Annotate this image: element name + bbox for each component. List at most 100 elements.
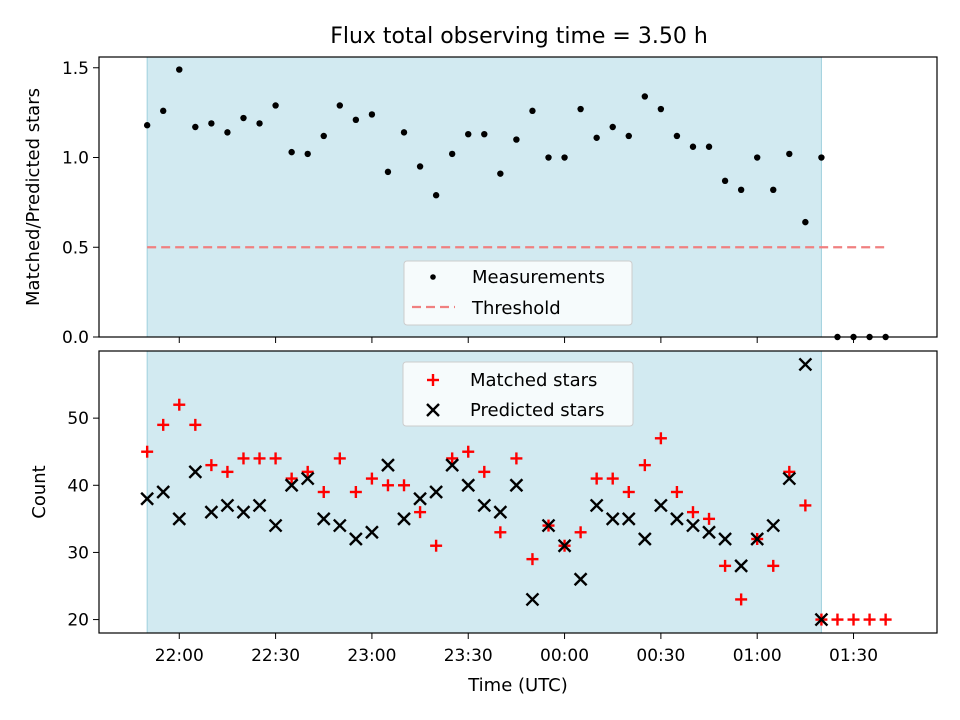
matched-star-point bbox=[189, 418, 202, 431]
predicted-star-point bbox=[686, 518, 700, 533]
measurement-point bbox=[689, 143, 697, 150]
measurement-point bbox=[609, 123, 616, 131]
measurement-point bbox=[497, 170, 504, 177]
matched-star-point bbox=[879, 613, 892, 626]
matched-star-point bbox=[381, 479, 394, 492]
matched-star-point bbox=[221, 465, 234, 478]
predicted-star-point bbox=[477, 498, 492, 513]
x-axis-label: Time (UTC) bbox=[467, 675, 568, 696]
predicted-star-point bbox=[557, 538, 572, 553]
measurement-point bbox=[657, 105, 665, 113]
measurement-point bbox=[400, 129, 408, 136]
predicted-star-point bbox=[637, 532, 652, 546]
predicted-star-point bbox=[284, 478, 299, 493]
matched-star-point bbox=[398, 479, 411, 492]
predicted-star-point bbox=[766, 518, 781, 533]
matched-star-point bbox=[686, 506, 699, 519]
matched-star-point bbox=[719, 559, 732, 572]
measurement-point bbox=[705, 143, 713, 150]
matched-star-point bbox=[269, 452, 282, 465]
measurement-point bbox=[753, 154, 761, 161]
top-y-ticks: 0.0 0.5 1.0 1.5 bbox=[62, 59, 99, 348]
measurement-point bbox=[625, 132, 632, 140]
measurement-point bbox=[432, 192, 440, 199]
predicted-star-point bbox=[365, 525, 379, 540]
top-legend-box bbox=[403, 260, 633, 326]
matched-star-point bbox=[494, 526, 507, 539]
matched-star-point bbox=[430, 539, 443, 552]
predicted-star-point bbox=[429, 485, 443, 499]
measurement-point bbox=[176, 66, 183, 73]
matched-star-point bbox=[301, 465, 314, 478]
legend-plus-icon bbox=[427, 374, 439, 386]
measurement-point bbox=[352, 116, 360, 124]
matched-star-point bbox=[606, 472, 619, 485]
matched-star-point bbox=[654, 432, 667, 445]
bottom-marks bbox=[140, 357, 892, 627]
matched-star-point bbox=[157, 418, 170, 431]
y-tick-label: 50 bbox=[67, 409, 89, 429]
predicted-star-point bbox=[718, 532, 732, 546]
measurement-point bbox=[416, 163, 424, 170]
predicted-star-point bbox=[252, 498, 267, 513]
bottom-legend: Matched stars Predicted stars bbox=[402, 361, 634, 427]
matched-star-point bbox=[703, 512, 716, 525]
measurement-point bbox=[481, 130, 488, 138]
predicted-star-point bbox=[814, 612, 829, 627]
measurement-point bbox=[143, 122, 151, 129]
measurement-point bbox=[529, 107, 536, 115]
x-tick-label: 00:00 bbox=[540, 646, 589, 666]
top-x-ticks bbox=[178, 337, 855, 343]
legend-plus-mark bbox=[427, 374, 439, 386]
matched-star-point bbox=[414, 506, 427, 519]
predicted-star-point bbox=[172, 512, 187, 526]
bottom-axes-frame bbox=[98, 350, 938, 634]
legend-label-threshold: Threshold bbox=[471, 298, 561, 319]
predicted-star-point bbox=[493, 505, 508, 519]
predicted-star-point bbox=[750, 532, 765, 546]
predicted-star-point bbox=[397, 512, 411, 526]
matched-star-point bbox=[205, 459, 218, 472]
measurement-point bbox=[336, 102, 344, 109]
matched-star-point bbox=[237, 452, 250, 465]
predicted-star-point bbox=[621, 512, 636, 526]
bottom-y-axis-label: Count bbox=[29, 465, 50, 518]
matched-star-point bbox=[670, 486, 683, 498]
top-axes-frame bbox=[98, 56, 938, 338]
predicted-star-point bbox=[654, 498, 668, 513]
matched-star-point bbox=[285, 472, 298, 485]
measurement-point bbox=[368, 111, 376, 118]
y-tick-label: 40 bbox=[67, 476, 89, 496]
chart-title: Flux total observing time = 3.50 h bbox=[330, 24, 708, 49]
predicted-star-point bbox=[332, 518, 347, 533]
measurement-point bbox=[256, 120, 263, 127]
measurement-point bbox=[240, 114, 247, 122]
predicted-star-point bbox=[413, 491, 427, 506]
measurement-point bbox=[288, 148, 295, 156]
predicted-star-point bbox=[236, 505, 251, 519]
predicted-star-point bbox=[316, 512, 331, 526]
measurement-point bbox=[802, 218, 809, 226]
predicted-star-point bbox=[461, 478, 476, 493]
measurement-point bbox=[304, 150, 311, 158]
matched-star-point bbox=[799, 499, 812, 512]
legend-dot-icon bbox=[430, 274, 436, 280]
x-tick-label: 22:30 bbox=[251, 646, 300, 666]
predicted-star-point bbox=[525, 592, 540, 607]
predicted-star-point bbox=[589, 498, 604, 513]
matched-star-point bbox=[173, 398, 186, 411]
legend-label-measurements: Measurements bbox=[472, 267, 605, 288]
measurement-point bbox=[513, 136, 520, 143]
predicted-star-point bbox=[541, 518, 556, 533]
predicted-star-point bbox=[734, 559, 748, 573]
predicted-star-point bbox=[220, 498, 235, 513]
matched-star-point bbox=[783, 465, 796, 478]
predicted-star-point bbox=[204, 505, 219, 519]
predicted-star-point bbox=[381, 458, 395, 472]
predicted-star-point bbox=[798, 357, 813, 372]
measurement-point bbox=[192, 123, 199, 131]
predicted-star-point bbox=[509, 478, 524, 493]
y-tick-label: 30 bbox=[67, 543, 89, 563]
bottom-x-ticks: 22:00 22:30 23:00 23:30 00:00 00:30 01:00 01:30 bbox=[155, 633, 878, 666]
